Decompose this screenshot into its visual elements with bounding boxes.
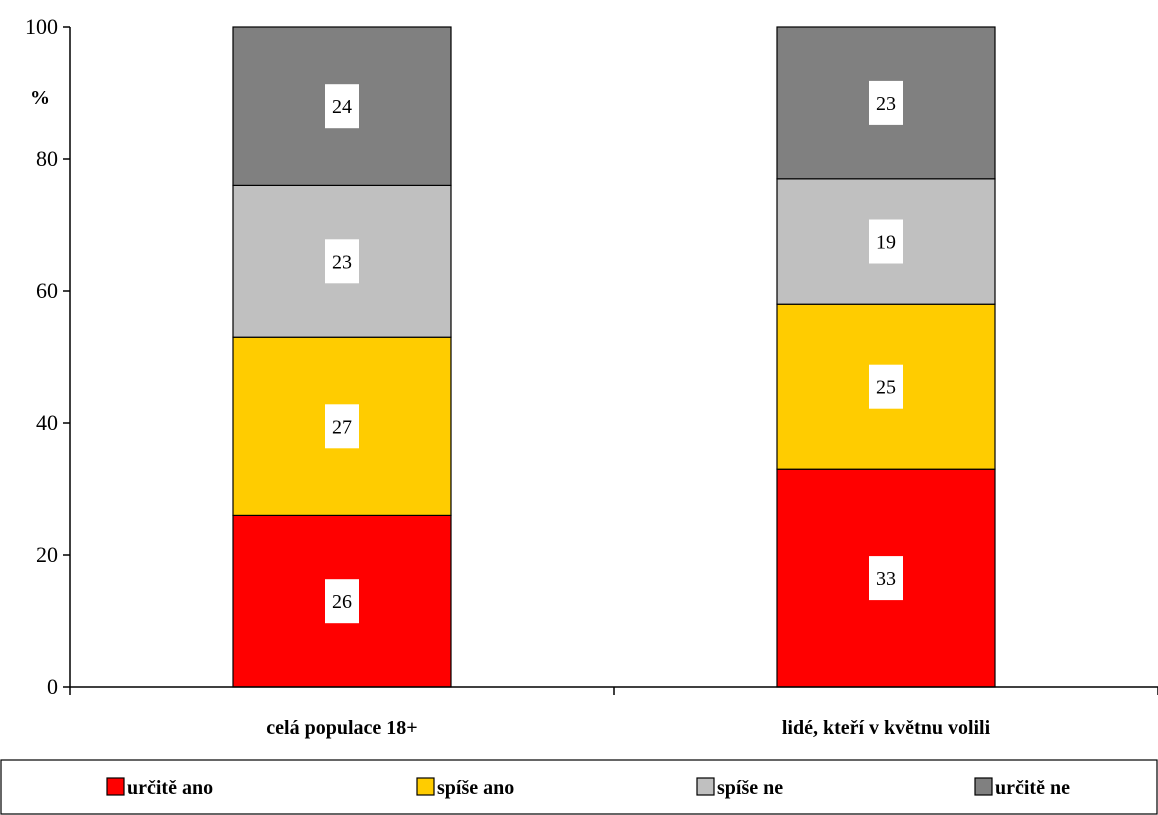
legend-box	[0, 759, 1158, 815]
y-axis: 0 20 40 60 80 100	[25, 14, 71, 699]
data-label: 27	[332, 416, 352, 438]
data-label-box	[869, 364, 903, 409]
plot-area: 26 27 23 24 33 25 19 23	[232, 26, 996, 688]
data-label-box	[869, 80, 903, 125]
y-tick-label: 20	[36, 542, 58, 567]
data-label-box	[869, 556, 903, 601]
y-tick-label: 80	[36, 146, 58, 171]
data-label-box	[325, 579, 359, 624]
data-label: 24	[332, 96, 352, 118]
data-label: 26	[332, 591, 352, 613]
y-tick-label: 60	[36, 278, 58, 303]
y-tick-label: 0	[47, 674, 58, 699]
data-label: 19	[876, 232, 896, 254]
y-tick-label: 100	[25, 14, 58, 39]
legend-label: spíše ne	[717, 777, 783, 799]
x-category-label: lidé, kteří v květnu volili	[782, 717, 991, 739]
legend-label: spíše ano	[437, 777, 514, 799]
data-label: 25	[876, 377, 896, 399]
data-label: 23	[876, 93, 896, 115]
x-category-label: celá populace 18+	[266, 717, 417, 739]
legend-label: určitě ano	[127, 777, 213, 799]
data-label: 33	[876, 568, 896, 590]
legend-swatch	[416, 777, 435, 796]
legend-label: určitě ne	[995, 777, 1070, 799]
y-axis-label: %	[30, 87, 50, 109]
data-label-box	[325, 239, 359, 284]
y-tick-label: 40	[36, 410, 58, 435]
data-label-box	[869, 219, 903, 264]
x-axis: celá populace 18+ lidé, kteří v květnu vo…	[69, 686, 1158, 739]
legend: určitě ano spíše ano spíše ne určitě ne	[0, 759, 1158, 815]
data-label-box	[325, 84, 359, 129]
data-label: 23	[332, 251, 352, 273]
data-label-box	[325, 404, 359, 449]
legend-swatch	[696, 777, 715, 796]
legend-swatch	[974, 777, 993, 796]
legend-swatch	[106, 777, 125, 796]
